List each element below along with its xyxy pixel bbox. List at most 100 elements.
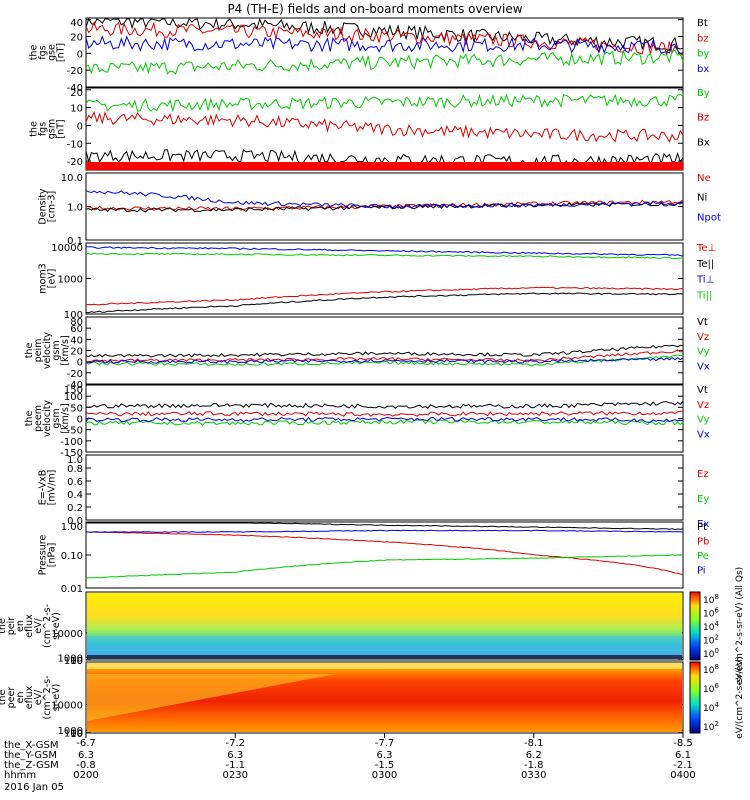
y-axis-label: [nT] (56, 43, 67, 62)
y-axis-label: the (29, 45, 40, 61)
y-tick-label: 10000 (51, 701, 83, 712)
x-tick-label: -6.7 (76, 738, 96, 749)
y-tick-label: 1.0 (67, 455, 83, 466)
legend-label: Ex (697, 519, 709, 530)
y-axis-label: the (29, 121, 40, 137)
y-axis-label: [km/s] (60, 403, 71, 433)
y-axis-label: eV/ (33, 689, 44, 705)
y-axis-label: E=-VxB (38, 470, 49, 505)
y-tick-label: 1.00 (61, 522, 83, 533)
y-axis-label: [mV/m] (47, 470, 58, 506)
y-tick-label: 0.01 (61, 584, 83, 595)
x-tick-label: 6.1 (675, 750, 691, 761)
colorbar-tick-label: 106 (703, 607, 719, 620)
y-tick-label: 100 (64, 656, 83, 667)
x-tick-label: 6.2 (526, 750, 542, 761)
x-axis-row-label: hhmm (4, 770, 36, 781)
y-tick-label: 1000 (58, 275, 83, 286)
y-axis-label: sr-eV) (51, 612, 62, 640)
y-tick-label: 20 (70, 33, 83, 44)
legend-label: bx (697, 64, 709, 75)
y-tick-label: 100 (64, 310, 83, 321)
y-tick-label: 0.8 (67, 464, 83, 475)
y-tick-label: 0.10 (61, 551, 83, 562)
y-tick-label: 1000 (58, 726, 83, 737)
y-tick-label: 40 (70, 18, 83, 29)
series-line (85, 344, 684, 358)
y-axis-label: the (24, 343, 35, 359)
x-tick-label: -0.8 (76, 760, 96, 771)
legend-label: Pe (697, 551, 709, 562)
y-axis-label: eflux (24, 685, 35, 709)
legend-label: Vz (697, 332, 709, 343)
legend-label: Bt (697, 18, 708, 29)
legend-label: Vx (697, 429, 710, 440)
series-line (85, 416, 684, 423)
y-tick-label: 0 (77, 49, 83, 60)
y-tick-label: 50 (70, 403, 83, 414)
y-tick-label: 60 (70, 324, 83, 335)
y-tick-label: 10000 (51, 243, 83, 254)
series-line (85, 17, 684, 52)
legend-label: Vy (697, 347, 710, 358)
y-tick-label: 20 (70, 347, 83, 358)
y-tick-label: -10 (67, 139, 83, 150)
y-tick-label: 10.0 (61, 173, 83, 184)
y-tick-label: 0.4 (67, 490, 83, 501)
series-line (85, 292, 684, 314)
y-tick-label: -100 (60, 437, 83, 448)
y-axis-label: [cm-3] (47, 191, 58, 222)
series-line (85, 199, 684, 211)
y-axis-label: the (0, 618, 8, 634)
colorbar (689, 661, 701, 734)
y-axis-label: eflux (24, 614, 35, 638)
series-line (85, 201, 684, 213)
series-line (85, 20, 684, 57)
y-axis-label: Density (38, 188, 49, 224)
y-tick-label: -40 (67, 83, 83, 94)
series-line (85, 252, 684, 260)
y-tick-label: 80 (70, 317, 83, 328)
legend-label: Vy (697, 415, 710, 426)
y-axis-label: [nT] (56, 119, 67, 138)
colorbar-tick-label: 108 (703, 593, 719, 606)
x-tick-label: -1.8 (524, 760, 544, 771)
y-tick-label: 0.6 (67, 477, 83, 488)
y-axis-label: peem (33, 405, 44, 432)
y-tick-label: 10 (70, 656, 83, 667)
panel-frame (85, 17, 684, 88)
colorbar-tick-label: 100 (703, 647, 719, 660)
y-axis-label: peim (33, 339, 44, 363)
legend-label: Bz (697, 113, 709, 124)
legend-label: Vx (697, 361, 710, 372)
x-axis-row-label: the_X-GSM (4, 740, 58, 751)
y-axis-label: fgs (38, 122, 49, 136)
y-tick-label: 0 (77, 121, 83, 132)
y-tick-label: 20 (70, 88, 83, 99)
colorbar-title: eV/(cm^2-s-sr-eV) (735, 656, 745, 739)
legend-label: Te|| (696, 259, 714, 270)
colorbar-title: eV/(cm^2-s-sr-eV) (All Qs) (735, 567, 745, 685)
legend-label: By (697, 88, 710, 99)
y-axis-label: sr-eV) (51, 684, 62, 712)
y-axis-label: gse (47, 44, 58, 61)
y-tick-label: 1.0 (67, 203, 83, 214)
legend-label: Ti⊥ (696, 275, 714, 286)
heatmap-bottom-band (87, 655, 682, 659)
x-tick-label: 0300 (372, 770, 397, 781)
series-line (85, 286, 684, 306)
series-line (85, 349, 684, 363)
y-tick-label: 150 (64, 385, 83, 396)
legend-label: Ne (697, 173, 711, 184)
y-axis-label: peir (6, 617, 17, 636)
legend-label: Vt (697, 385, 708, 396)
y-axis-label: [eV] (47, 269, 58, 289)
x-tick-label: -8.5 (673, 738, 693, 749)
legend-label: by (697, 49, 709, 60)
y-tick-label: 0.2 (67, 503, 83, 514)
legend-label: bz (697, 33, 709, 44)
x-axis-row-label: the_Y-GSM (4, 750, 57, 761)
y-axis-label: the (24, 411, 35, 427)
x-tick-label: 0230 (223, 770, 248, 781)
